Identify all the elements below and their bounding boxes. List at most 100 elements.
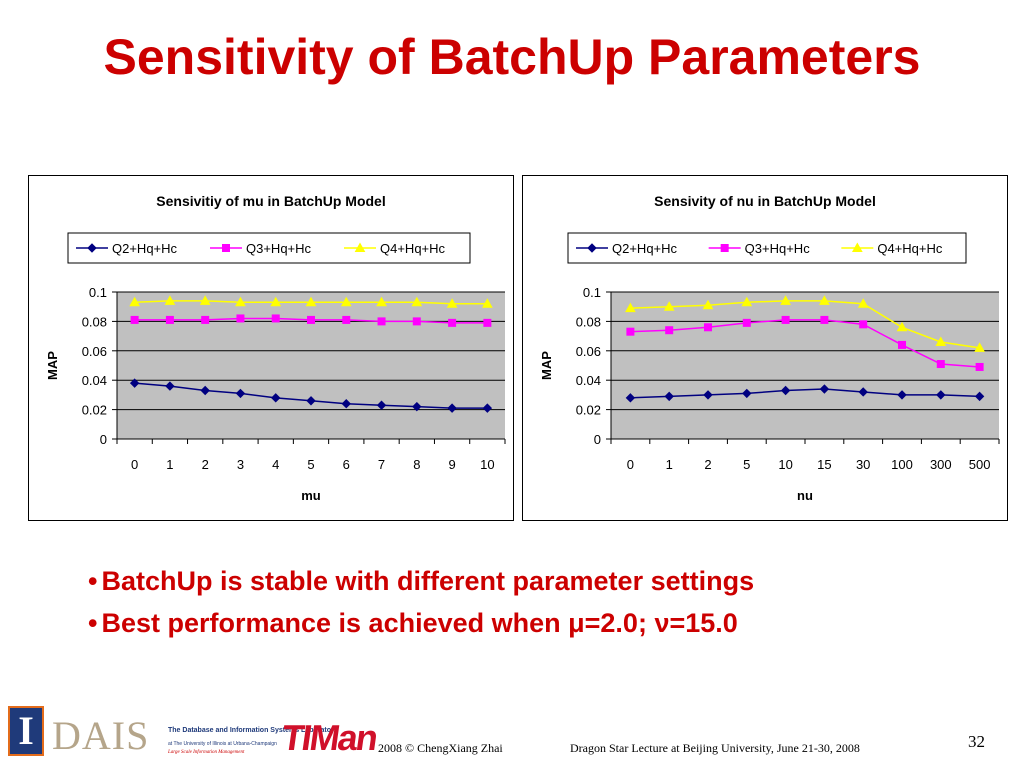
- legend-box: [67, 232, 471, 264]
- legend-marker: [720, 244, 729, 252]
- data-point: [306, 396, 316, 406]
- chart-title: Sensivitiy of mu in BatchUp Model: [156, 193, 385, 209]
- data-point: [200, 385, 210, 396]
- series-3: [129, 295, 493, 308]
- data-point: [483, 318, 492, 327]
- x-tick-label: 9: [448, 457, 455, 472]
- chart-mu-svg: Sensivitiy of mu in BatchUp Model Q2+Hq+H…: [45, 193, 506, 503]
- plot-area: [611, 292, 999, 439]
- dais-tagline: Large Scale Information Management: [168, 750, 245, 755]
- data-point: [742, 318, 751, 327]
- y-tick-label: 0.1: [583, 285, 601, 300]
- data-point: [936, 360, 945, 369]
- x-tick-label: 300: [930, 457, 952, 472]
- x-tick-label: 1: [666, 457, 673, 472]
- legend-marker: [354, 242, 366, 252]
- data-point: [974, 342, 985, 352]
- series-3: [625, 295, 985, 352]
- data-point: [376, 296, 387, 307]
- data-point: [235, 296, 246, 307]
- data-point: [664, 391, 674, 402]
- y-tick-label: 0: [594, 432, 601, 447]
- bullet-glyph: •: [88, 608, 98, 638]
- data-point: [342, 315, 351, 324]
- data-point: [819, 295, 830, 305]
- legend-box: [567, 232, 967, 264]
- x-tick-label: 10: [480, 457, 494, 472]
- y-tick-label: 0.1: [89, 285, 107, 300]
- chart-mu: Sensivitiy of mu in BatchUp Model Q2+Hq+H…: [28, 175, 514, 521]
- legend-label: Q3+Hq+Hc: [745, 241, 811, 256]
- data-point: [201, 315, 210, 324]
- chart-nu-svg: Sensivity of nu in BatchUp Model Q2+Hq+Hc…: [539, 193, 1000, 503]
- legend-label: Q4+Hq+Hc: [877, 241, 943, 256]
- x-tick-label: 2: [704, 457, 711, 472]
- page-number: 32: [968, 732, 985, 751]
- x-tick-label: 3: [237, 457, 244, 472]
- data-point: [857, 298, 869, 308]
- data-point: [935, 336, 947, 346]
- y-tick-label: 0.02: [576, 403, 601, 418]
- data-point: [307, 315, 315, 324]
- x-tick-label: 30: [856, 457, 870, 472]
- data-point: [236, 314, 245, 323]
- x-tick-label: 2: [202, 457, 209, 472]
- slide-title: Sensitivity of BatchUp Parameters: [103, 29, 921, 85]
- legend-label: Q2+Hq+Hc: [612, 241, 678, 256]
- data-point: [974, 391, 985, 402]
- data-point: [164, 295, 176, 305]
- data-point: [447, 403, 457, 413]
- legend-marker: [222, 244, 230, 252]
- series-2: [130, 314, 492, 327]
- x-tick-label: 5: [307, 457, 314, 472]
- data-point: [235, 388, 246, 399]
- data-point: [271, 314, 280, 323]
- illinois-logo: I: [8, 706, 44, 756]
- chart-legend: Q2+Hq+Hc Q3+Hq+Hc Q4+Hq+Hc: [67, 232, 471, 264]
- x-tick-label: 500: [969, 457, 991, 472]
- data-point: [341, 399, 351, 409]
- bullet-list: • BatchUp is stable with different parame…: [88, 560, 754, 644]
- y-tick-label: 0.08: [82, 314, 107, 329]
- legend-label: Q3+Hq+Hc: [246, 241, 312, 256]
- series-line: [630, 319, 980, 368]
- x-tick-label: 0: [627, 457, 634, 472]
- series-1: [129, 378, 493, 413]
- dais-subtitle: at The University of Illinois at Urbana-…: [168, 741, 277, 747]
- dais-lab-name: The Database and Information Systems Lab…: [168, 727, 338, 734]
- data-point: [780, 385, 791, 396]
- bullet-item-1: • BatchUp is stable with different parame…: [88, 560, 754, 602]
- data-point: [665, 326, 674, 335]
- series-line: [630, 300, 980, 349]
- x-tick-label: 0: [131, 457, 138, 472]
- chart-nu: Sensivity of nu in BatchUp Model Q2+Hq+Hc…: [522, 175, 1008, 521]
- data-point: [858, 387, 868, 397]
- data-point: [130, 315, 139, 324]
- y-axis-label: MAP: [539, 351, 554, 380]
- y-tick-label: 0.04: [82, 373, 107, 388]
- x-tick-label: 6: [343, 457, 350, 472]
- data-point: [741, 296, 753, 307]
- data-point: [411, 296, 423, 307]
- y-tick-label: 0.06: [576, 344, 601, 359]
- series-line: [630, 388, 980, 399]
- bullet-item-2: • Best performance is achieved when μ=2.0…: [88, 602, 754, 644]
- bullet-text-1: BatchUp is stable with different paramet…: [101, 566, 755, 596]
- data-point: [859, 320, 868, 329]
- legend-label: Q2+Hq+Hc: [112, 241, 178, 256]
- legend-marker: [587, 243, 597, 253]
- y-tick-label: 0.08: [576, 314, 601, 329]
- data-point: [819, 384, 830, 394]
- data-point: [704, 323, 712, 332]
- bullet-text-2: Best performance is achieved when μ=2.0;…: [101, 608, 738, 638]
- data-point: [742, 388, 752, 399]
- data-point: [165, 315, 174, 324]
- footer-copyright: 2008 © ChengXiang Zhai: [378, 741, 503, 755]
- data-point: [780, 295, 791, 305]
- data-point: [936, 390, 946, 400]
- timan-logo: TIMan: [279, 717, 379, 758]
- data-point: [663, 301, 675, 311]
- data-point: [199, 295, 211, 305]
- data-point: [412, 401, 422, 412]
- series-1: [625, 384, 985, 403]
